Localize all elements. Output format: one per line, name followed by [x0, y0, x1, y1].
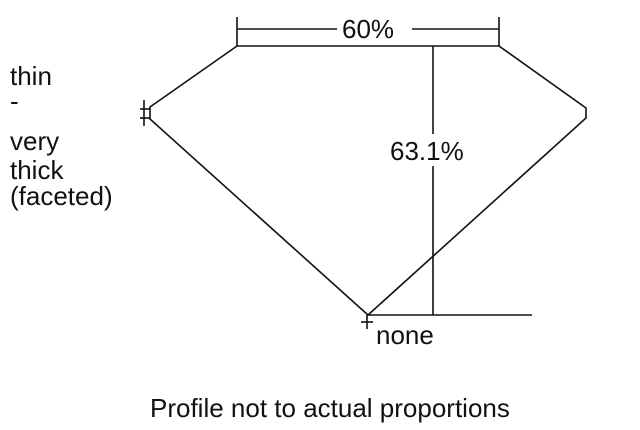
- table-width-label: 60%: [342, 14, 395, 44]
- gem-outline: [149, 45, 587, 317]
- girdle-thickness-label: (faceted): [10, 181, 113, 211]
- girdle-thickness-label: thick: [10, 155, 64, 185]
- culet-label: none: [376, 320, 434, 350]
- girdle-thickness-label: thin: [10, 61, 52, 91]
- girdle-thickness-label: very: [10, 126, 60, 156]
- caption: Profile not to actual proportions: [150, 393, 510, 423]
- girdle-thickness-label: -: [10, 86, 19, 116]
- total-depth-label: 63.1%: [390, 136, 464, 166]
